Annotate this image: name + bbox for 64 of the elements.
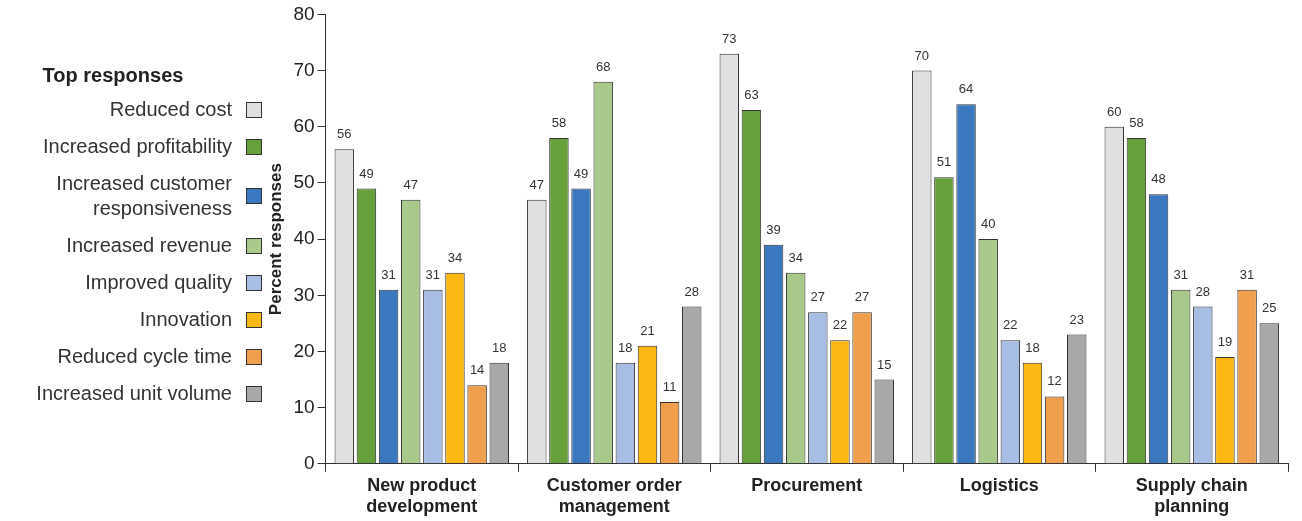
legend-label: Innovation [139, 307, 232, 332]
data-label: 22 [832, 317, 848, 333]
legend-label: Increased revenue [66, 233, 232, 258]
data-label: 58 [1129, 115, 1144, 131]
data-label: 64 [958, 81, 974, 97]
y-tick-label: 80 [293, 2, 315, 24]
data-label: 40 [980, 216, 996, 232]
data-label: 31 [425, 266, 441, 282]
legend-label: Reduced cost [109, 97, 232, 122]
data-label: 25 [1262, 300, 1277, 316]
legend-label: Increased customer responsiveness [55, 171, 232, 221]
data-label: 51 [936, 154, 952, 170]
data-label: 28 [1195, 283, 1211, 299]
data-label: 27 [810, 289, 826, 305]
y-axis-title: Percent responses [265, 163, 285, 316]
data-label: 18 [1025, 339, 1040, 355]
data-label: 49 [359, 165, 374, 181]
x-tick-label: New product development [366, 474, 478, 517]
data-label: 22 [1003, 317, 1018, 333]
data-label: 34 [788, 249, 803, 265]
y-tick-label: 60 [293, 114, 315, 136]
y-tick-label: 0 [303, 452, 315, 474]
data-label: 31 [1239, 266, 1255, 282]
data-label: 18 [492, 339, 507, 355]
data-label: 18 [618, 339, 633, 355]
data-label: 19 [1217, 334, 1233, 350]
legend-label: Reduced cycle time [57, 344, 232, 369]
x-tick-label: Procurement [751, 474, 863, 495]
data-label: 48 [1151, 171, 1166, 187]
x-tick-label: Logistics [959, 474, 1039, 495]
data-label: 28 [684, 283, 699, 299]
data-label: 34 [447, 249, 463, 265]
y-tick-label: 70 [293, 58, 315, 80]
data-label: 47 [403, 176, 418, 192]
data-label: 21 [640, 322, 655, 338]
data-label: 15 [877, 356, 892, 372]
y-tick-label: 20 [293, 339, 315, 361]
data-label: 31 [381, 266, 396, 282]
data-label: 39 [766, 221, 781, 237]
data-label: 14 [469, 362, 485, 378]
data-label: 68 [595, 58, 611, 74]
y-tick-label: 10 [293, 395, 315, 417]
y-tick-label: 30 [293, 283, 315, 305]
x-tick-label: Supply chain planning [1135, 474, 1248, 517]
data-label: 70 [914, 47, 930, 63]
data-label: 12 [1047, 373, 1062, 389]
legend-label: Increased profitability [43, 134, 232, 159]
data-label: 63 [744, 86, 759, 102]
data-label: 11 [662, 379, 677, 395]
data-label: 49 [573, 165, 589, 181]
legend-label: Increased unit volume [36, 381, 232, 406]
y-tick-label: 50 [293, 171, 315, 193]
data-label: 56 [337, 126, 352, 142]
data-label: 31 [1173, 266, 1188, 282]
legend-label: Improved quality [85, 270, 232, 295]
data-label: 23 [1069, 311, 1084, 327]
legend-title: Top responses [41, 64, 185, 87]
data-label: 47 [529, 176, 545, 192]
data-label: 27 [854, 289, 870, 305]
y-tick-label: 40 [293, 227, 315, 249]
data-label: 60 [1107, 103, 1122, 119]
x-tick-label: Customer order management [546, 474, 682, 517]
data-label: 58 [551, 115, 567, 131]
data-label: 73 [722, 30, 737, 46]
